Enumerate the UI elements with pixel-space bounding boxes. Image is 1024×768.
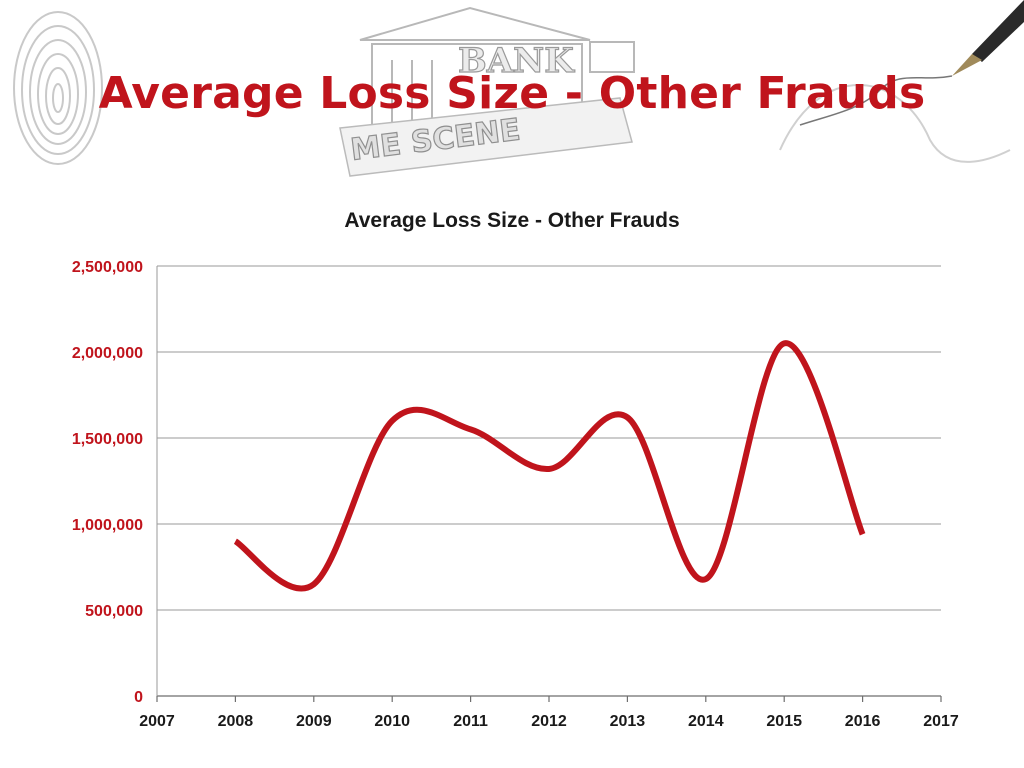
x-tick-label: 2014 <box>688 713 724 730</box>
x-tick-label: 2015 <box>766 713 802 730</box>
x-axis <box>156 266 941 697</box>
y-tick-label: 500,000 <box>85 603 143 620</box>
gridlines <box>157 265 941 611</box>
y-tick-label: 1,500,000 <box>72 431 143 448</box>
series-line <box>233 340 866 592</box>
x-tick-label: 2010 <box>374 713 410 730</box>
fountain-pen-icon <box>799 0 1024 126</box>
x-tick-label: 2012 <box>531 713 567 730</box>
x-tick-label: 2013 <box>610 713 646 730</box>
x-tick-label: 2017 <box>923 713 959 730</box>
swoosh-line <box>779 84 1011 163</box>
y-tick-label: 0 <box>134 689 143 706</box>
series-group <box>233 340 866 592</box>
x-axis-ticks: 2007 2008 2009 2010 2011 2012 2013 2014 2015 2016… <box>139 696 959 730</box>
x-tick-label: 2008 <box>218 713 254 730</box>
background-art: BANK ME SCENE <box>13 0 1024 177</box>
x-tick-label: 2016 <box>845 713 881 730</box>
x-tick-label: 2007 <box>139 713 175 730</box>
fingerprint-icon <box>13 11 103 165</box>
x-tick-label: 2009 <box>296 713 332 730</box>
x-tick-label: 2011 <box>453 713 488 730</box>
chart-title: Average Loss Size - Other Frauds <box>344 209 679 232</box>
y-tick-label: 2,000,000 <box>72 345 143 362</box>
y-tick-label: 2,500,000 <box>72 259 143 276</box>
bank-text: BANK <box>458 41 575 81</box>
slide-title: Average Loss Size - Other Frauds <box>98 68 926 119</box>
y-tick-label: 1,000,000 <box>72 517 143 534</box>
y-axis-ticks: 0 500,000 1,000,000 1,500,000 2,000,000 2,500… <box>72 259 143 706</box>
